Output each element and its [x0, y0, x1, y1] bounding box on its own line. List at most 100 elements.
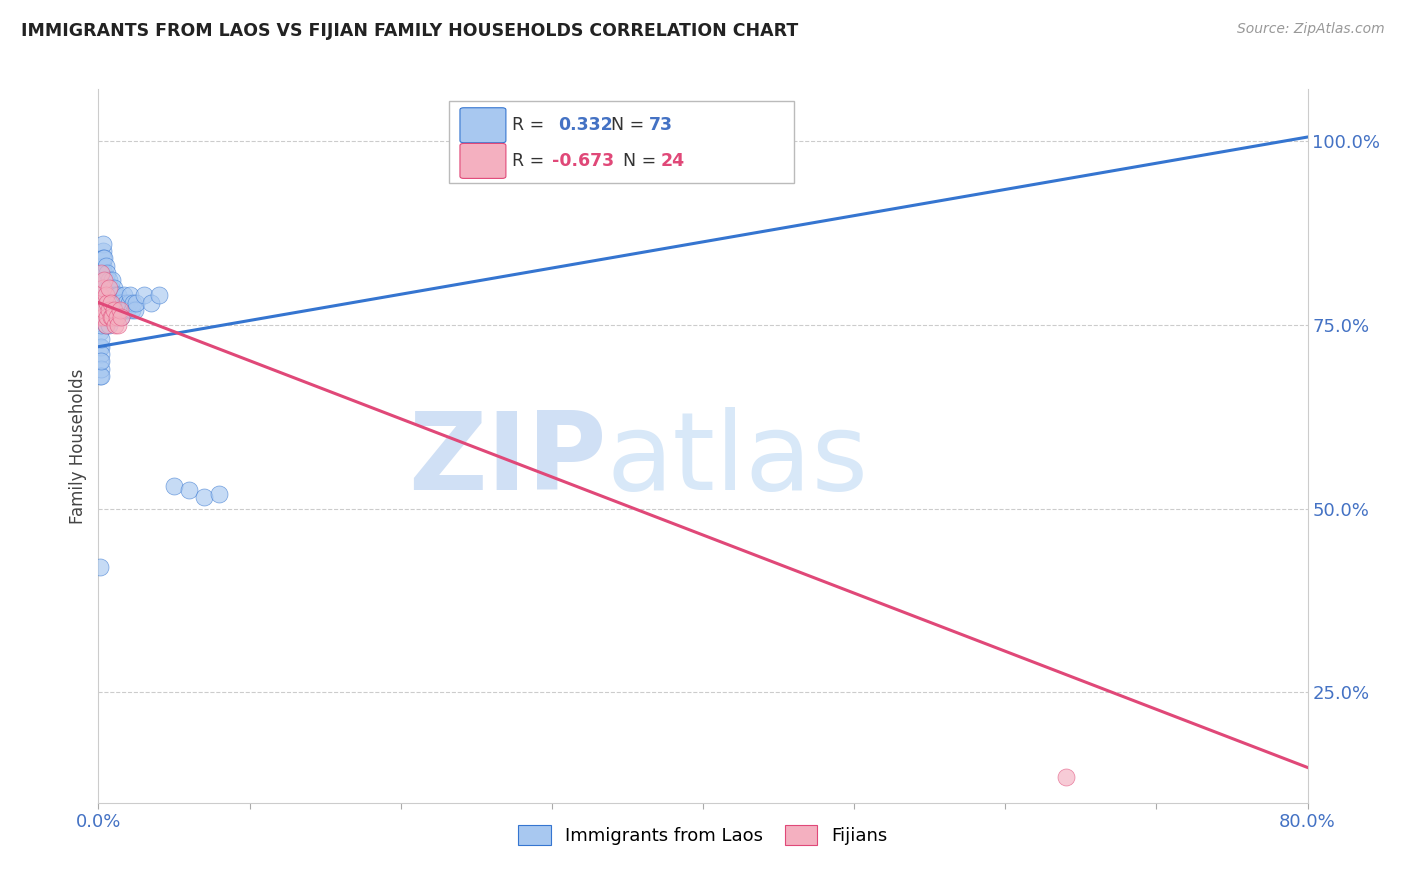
- Point: [120, 288, 142, 302]
- Y-axis label: Family Households: Family Households: [69, 368, 87, 524]
- Point: [91, 252, 114, 266]
- Point: [122, 295, 145, 310]
- Point: [93, 310, 115, 325]
- Point: [107, 288, 129, 302]
- FancyBboxPatch shape: [460, 144, 506, 178]
- Text: -0.673: -0.673: [551, 152, 614, 169]
- Point: [98, 302, 121, 317]
- Point: [94, 318, 117, 332]
- Point: [96, 310, 118, 325]
- Text: Source: ZipAtlas.com: Source: ZipAtlas.com: [1237, 22, 1385, 37]
- Point: [89, 325, 111, 339]
- Point: [98, 318, 121, 332]
- Text: ZIP: ZIP: [408, 408, 606, 513]
- Point: [100, 310, 122, 325]
- Point: [93, 273, 115, 287]
- Point: [89, 310, 111, 325]
- Point: [94, 318, 117, 332]
- Text: N =: N =: [623, 152, 657, 169]
- Point: [101, 288, 124, 302]
- Point: [111, 302, 134, 317]
- Point: [104, 302, 127, 317]
- Point: [91, 236, 114, 251]
- Point: [100, 295, 122, 310]
- Point: [91, 259, 114, 273]
- Text: 24: 24: [661, 152, 685, 169]
- Point: [90, 266, 112, 280]
- Point: [193, 491, 215, 505]
- Point: [93, 295, 115, 310]
- Point: [91, 281, 114, 295]
- Point: [103, 281, 125, 295]
- Point: [110, 310, 132, 325]
- Point: [90, 347, 112, 361]
- Point: [100, 281, 122, 295]
- Point: [108, 295, 131, 310]
- Point: [103, 302, 125, 317]
- Point: [100, 310, 122, 325]
- Point: [94, 288, 117, 302]
- Point: [94, 273, 117, 287]
- Point: [110, 310, 132, 325]
- Point: [90, 361, 112, 376]
- Point: [90, 340, 112, 354]
- Point: [105, 295, 128, 310]
- Point: [107, 302, 129, 317]
- Point: [104, 318, 127, 332]
- Legend: Immigrants from Laos, Fijians: Immigrants from Laos, Fijians: [509, 815, 897, 855]
- Text: 73: 73: [648, 116, 672, 134]
- Point: [121, 302, 143, 317]
- Text: R =: R =: [512, 152, 544, 169]
- FancyBboxPatch shape: [460, 108, 506, 143]
- Point: [107, 318, 129, 332]
- Point: [108, 302, 131, 317]
- Point: [112, 288, 135, 302]
- FancyBboxPatch shape: [449, 102, 793, 184]
- Point: [110, 295, 132, 310]
- Point: [90, 332, 112, 346]
- Point: [125, 295, 148, 310]
- Point: [208, 487, 231, 501]
- Point: [132, 288, 155, 302]
- Point: [115, 302, 138, 317]
- Text: atlas: atlas: [606, 408, 869, 513]
- Point: [1054, 770, 1077, 784]
- Point: [90, 318, 112, 332]
- Point: [179, 483, 201, 497]
- Text: IMMIGRANTS FROM LAOS VS FIJIAN FAMILY HOUSEHOLDS CORRELATION CHART: IMMIGRANTS FROM LAOS VS FIJIAN FAMILY HO…: [21, 22, 799, 40]
- Point: [89, 369, 111, 384]
- Point: [98, 273, 121, 287]
- Point: [103, 295, 125, 310]
- Point: [94, 302, 117, 317]
- Point: [101, 302, 124, 317]
- Point: [96, 281, 118, 295]
- Point: [100, 295, 122, 310]
- Point: [96, 295, 118, 310]
- Point: [105, 310, 128, 325]
- Point: [98, 281, 121, 295]
- Text: R =: R =: [512, 116, 544, 134]
- Point: [93, 266, 115, 280]
- Text: 0.332: 0.332: [558, 116, 613, 134]
- Point: [89, 288, 111, 302]
- Point: [90, 369, 112, 384]
- Point: [148, 288, 170, 302]
- Point: [93, 252, 115, 266]
- Point: [124, 302, 146, 317]
- Point: [94, 288, 117, 302]
- Point: [104, 288, 127, 302]
- Point: [101, 273, 124, 287]
- Point: [96, 295, 118, 310]
- Point: [114, 295, 136, 310]
- Point: [90, 354, 112, 368]
- Point: [90, 295, 112, 310]
- Point: [89, 560, 111, 574]
- Point: [89, 340, 111, 354]
- Point: [91, 281, 114, 295]
- Point: [91, 310, 114, 325]
- Point: [141, 295, 163, 310]
- Point: [118, 295, 141, 310]
- Point: [98, 288, 121, 302]
- Point: [105, 310, 128, 325]
- Point: [89, 310, 111, 325]
